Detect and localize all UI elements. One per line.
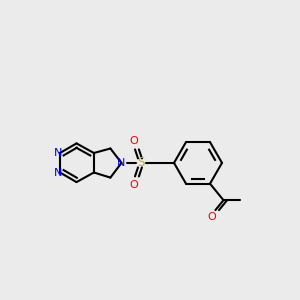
Text: O: O (129, 136, 138, 146)
Text: N: N (53, 167, 62, 178)
Text: N: N (117, 158, 126, 168)
Text: O: O (129, 180, 138, 190)
Text: N: N (53, 148, 62, 158)
Text: S: S (137, 156, 145, 170)
Text: O: O (207, 212, 216, 222)
